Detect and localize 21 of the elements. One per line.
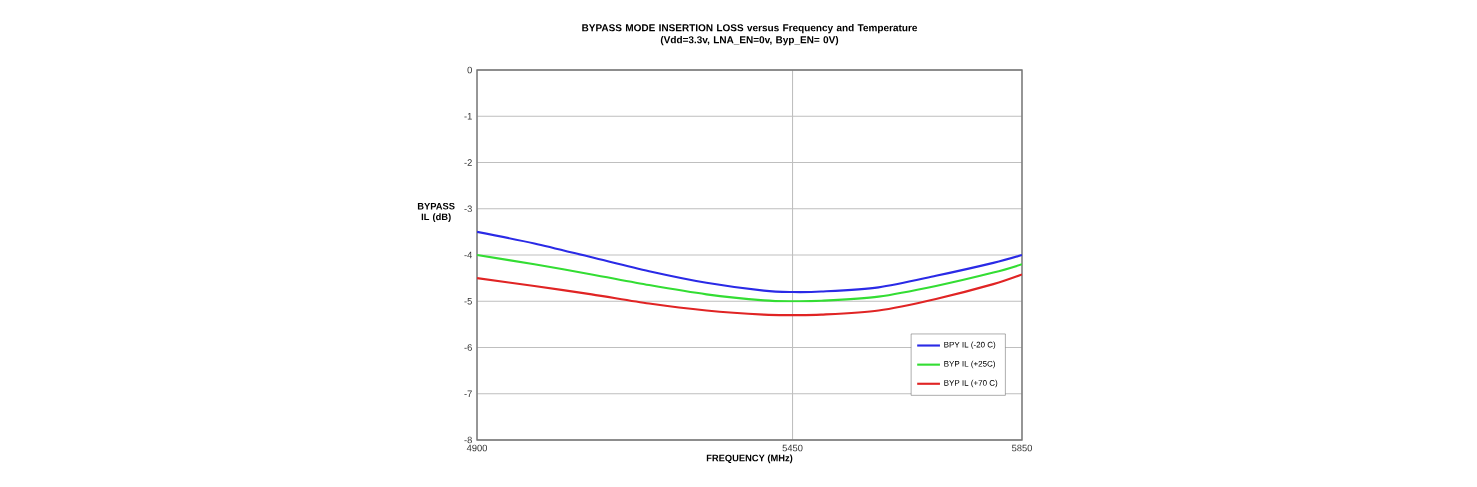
y-tick-label: -4	[464, 251, 473, 259]
y-tick-label: 0	[467, 66, 472, 74]
y-tick-label: -8	[464, 436, 472, 444]
legend-label: BYP IL (+25C)	[944, 360, 995, 369]
chart-title: BYPASS MODE INSERTION LOSS versus Frequency and Temperature (Vdd=3.3v, LNA_EN=0v, Byp_EN= 0V)	[582, 23, 918, 46]
line-series	[477, 253, 1022, 303]
y-tick-label: -5	[464, 298, 472, 305]
line-series	[477, 273, 1022, 317]
x-axis-title: FREQUENCY (MHz)	[706, 454, 793, 464]
line-series	[477, 230, 1022, 294]
y-tick-label: -6	[464, 344, 472, 351]
y-tick-label: -7	[464, 390, 472, 397]
y-tick-label: -1	[464, 113, 472, 120]
x-tick-label: 4900	[466, 444, 488, 452]
y-tick-label: -3	[464, 205, 472, 213]
y-axis-title: BYPASS IL (dB)	[417, 202, 455, 223]
legend-label: BPY IL (-20 C)	[944, 341, 996, 350]
y-tick-label: -2	[464, 159, 472, 166]
x-tick-label: 5450	[782, 444, 803, 452]
legend-label: BYP IL (+70 C)	[944, 379, 998, 388]
x-tick-label: 5850	[1011, 444, 1033, 452]
